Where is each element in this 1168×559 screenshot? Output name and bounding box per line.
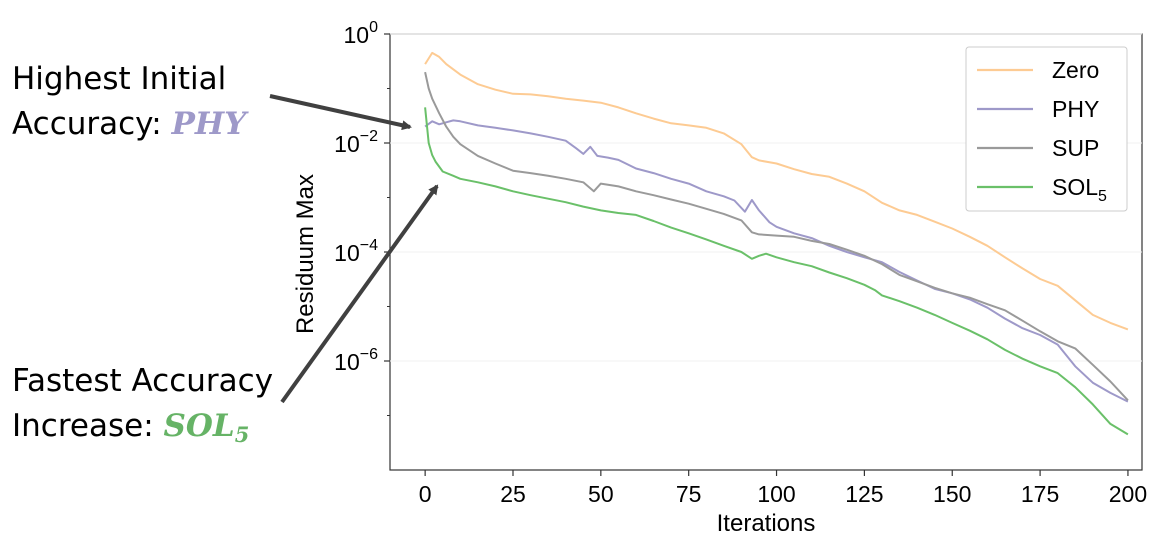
- annotation-sol5-line2: Increase: SOL5: [12, 404, 273, 457]
- annotation-phy-prefix: Accuracy:: [12, 106, 172, 142]
- y-axis-title: Residuum Max: [292, 174, 319, 334]
- arrow-to-sol5: [280, 184, 439, 404]
- legend: Zero PHY SUP SOL5: [965, 46, 1128, 212]
- series-line-zero: [424, 51, 1129, 331]
- y-ticks: 100 10−2 10−4 10−6: [334, 19, 390, 416]
- annotation-sol5: Fastest Accuracy Increase: SOL5: [12, 359, 273, 457]
- series-line-sol5: [424, 107, 1129, 436]
- arrow-to-phy: [269, 94, 412, 131]
- x-tick-label-4: 100: [757, 481, 795, 507]
- x-tick-label-5: 125: [845, 481, 883, 507]
- x-tick-label-1: 25: [500, 481, 526, 507]
- annotation-sol5-highlight: SOL5: [163, 408, 250, 447]
- y-tick-label-0: 100: [344, 19, 379, 48]
- x-tick-label-2: 50: [588, 481, 614, 507]
- series-line-sup: [424, 71, 1129, 401]
- x-tick-label-6: 150: [933, 481, 971, 507]
- annotation-sol5-highlight-text: SOL: [163, 408, 235, 444]
- annotation-sol5-line1: Fastest Accuracy: [12, 363, 274, 399]
- annotation-phy-highlight-text: PHY: [171, 106, 247, 142]
- x-tick-label-3: 75: [676, 481, 702, 507]
- series-lines: [424, 51, 1129, 436]
- y-tick-label-1: 10−2: [334, 128, 378, 157]
- legend-box: [965, 46, 1128, 212]
- annotation-phy-line2: Accuracy: PHY: [12, 102, 246, 155]
- legend-label-3: SOL5: [1052, 174, 1107, 205]
- legend-label-0: Zero: [1052, 57, 1099, 83]
- annotation-arrows: [269, 94, 439, 404]
- annotation-phy-highlight: PHY: [172, 106, 247, 142]
- annotation-phy: Highest Initial Accuracy: PHY: [12, 57, 246, 155]
- x-tick-label-0: 0: [419, 481, 432, 507]
- legend-label-2: SUP: [1052, 135, 1099, 161]
- x-ticks: 0 25 50 75 100 125 150 175 200: [419, 470, 1147, 507]
- series-line-phy: [424, 119, 1129, 403]
- annotation-sol5-prefix: Increase:: [12, 408, 164, 444]
- x-axis-title: Iterations: [717, 510, 816, 537]
- annotation-sol5-highlight-sub: 5: [234, 422, 250, 447]
- y-tick-label-2: 10−4: [334, 237, 378, 266]
- y-tick-label-3: 10−6: [334, 346, 378, 375]
- legend-label-1: PHY: [1052, 96, 1099, 122]
- x-tick-label-8: 200: [1109, 481, 1147, 507]
- annotation-phy-line1: Highest Initial: [12, 61, 227, 97]
- x-tick-label-7: 175: [1021, 481, 1059, 507]
